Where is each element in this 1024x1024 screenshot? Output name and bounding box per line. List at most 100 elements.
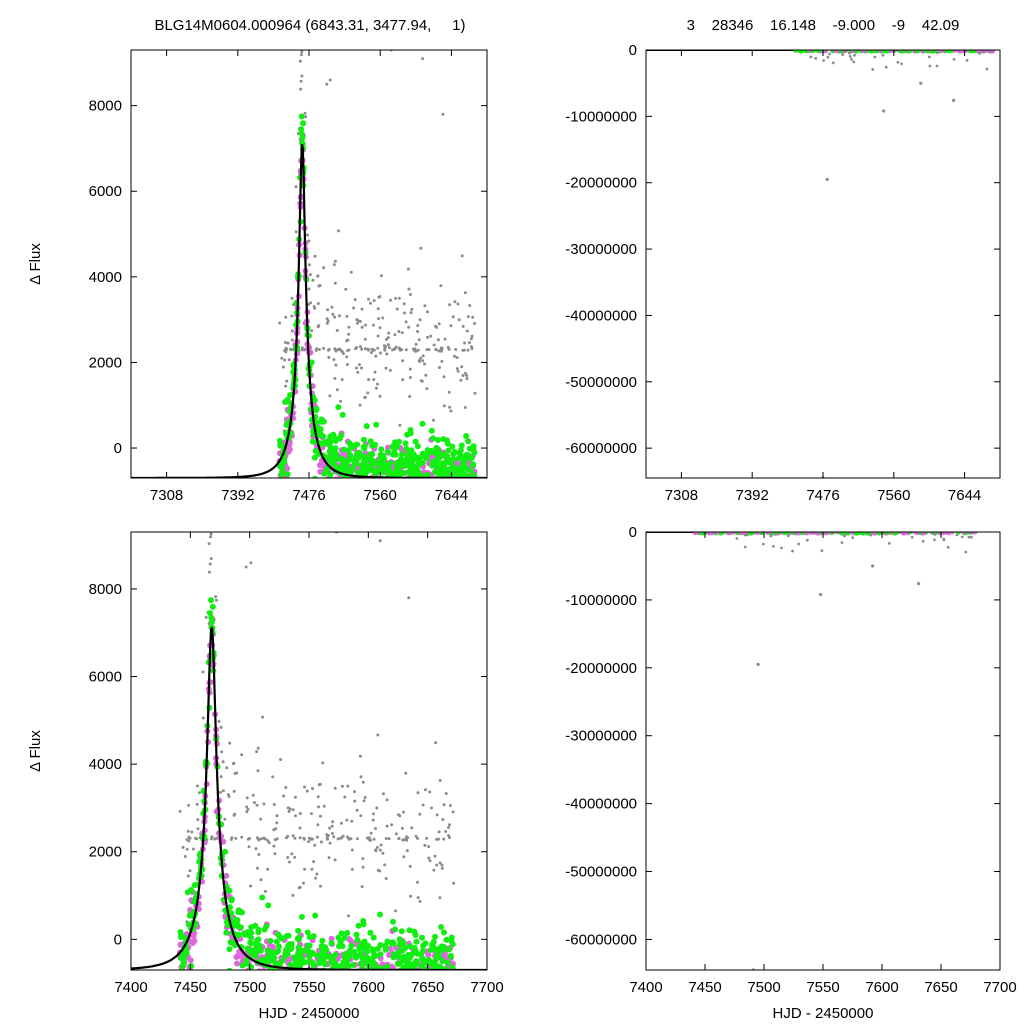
- data-point-gray: [345, 314, 349, 318]
- data-point-gray: [307, 263, 311, 267]
- data-point-gray: [440, 863, 444, 867]
- residual-point-gray: [840, 541, 844, 544]
- data-point-gray: [204, 615, 208, 619]
- data-point-green: [384, 963, 391, 970]
- residual-point-gray: [847, 51, 851, 55]
- data-point-gray: [384, 877, 388, 880]
- residual-point-gray: [960, 535, 964, 539]
- data-point-gray: [332, 358, 336, 362]
- x-tick-label: 7550: [292, 979, 325, 996]
- data-point-gray: [294, 185, 298, 189]
- data-point-gray: [256, 746, 260, 750]
- data-point-green: [332, 445, 339, 452]
- residual-point: [908, 50, 914, 53]
- data-point-green: [298, 113, 305, 120]
- data-point-gray: [347, 325, 351, 329]
- data-point-gray: [374, 386, 378, 390]
- data-point-gray: [401, 359, 405, 363]
- data-point-green: [291, 954, 298, 961]
- residual-point-gray: [967, 535, 971, 539]
- data-point-gray: [293, 836, 297, 840]
- data-point-gray: [247, 845, 251, 849]
- data-point-gray: [345, 355, 349, 359]
- data-point-green: [420, 942, 427, 949]
- data-point-green: [441, 461, 448, 468]
- residual-point-gray: [853, 53, 856, 57]
- data-point-gray: [339, 348, 342, 352]
- data-point-gray: [442, 837, 446, 841]
- data-point-green: [457, 447, 464, 454]
- data-point-gray: [341, 834, 345, 838]
- data-point-gray: [434, 347, 438, 351]
- data-point-gray: [284, 315, 288, 319]
- data-point-green: [363, 948, 370, 955]
- data-point-green: [361, 458, 368, 464]
- data-point-gray: [263, 837, 267, 841]
- data-point-green: [406, 927, 413, 934]
- data-point-gray: [322, 804, 326, 808]
- data-point-gray: [346, 349, 350, 353]
- data-point-green: [317, 426, 324, 433]
- data-point-gray: [401, 378, 405, 382]
- data-point-green: [228, 896, 235, 903]
- data-point-gray: [420, 379, 424, 383]
- data-point-gray: [386, 343, 390, 347]
- data-point-gray: [402, 302, 406, 306]
- residual-point-gray: [830, 532, 834, 535]
- data-point-green: [341, 934, 348, 941]
- data-point-green: [413, 938, 420, 945]
- data-point-green: [328, 940, 335, 947]
- data-point-gray: [456, 369, 460, 373]
- residual-point: [748, 532, 754, 536]
- data-point-gray: [337, 229, 340, 233]
- data-point-gray: [317, 805, 320, 809]
- data-point-green: [295, 958, 302, 965]
- data-point-green: [360, 444, 367, 451]
- data-point-gray: [390, 823, 394, 827]
- data-point-gray: [259, 878, 263, 882]
- data-point-gray: [372, 837, 376, 841]
- data-point-gray: [398, 347, 402, 351]
- residual-point-gray: [927, 55, 931, 59]
- data-point-green: [326, 448, 333, 455]
- data-point-green: [439, 958, 446, 965]
- residual-point-gray: [852, 60, 856, 64]
- data-point-green: [241, 930, 248, 937]
- x-tick-label: 7600: [865, 979, 898, 996]
- data-point-gray: [220, 750, 224, 754]
- data-point-gray: [373, 370, 377, 374]
- data-point-gray: [442, 803, 446, 807]
- data-point-gray: [404, 348, 408, 352]
- data-point-gray: [256, 866, 259, 870]
- residual-point: [853, 532, 859, 536]
- data-point-green: [313, 405, 320, 412]
- data-point-gray: [284, 786, 288, 789]
- residual-point: [848, 532, 854, 535]
- residual-point-gray: [970, 535, 973, 539]
- data-point-gray: [440, 349, 443, 353]
- data-point-gray: [213, 837, 217, 841]
- data-point-gray: [290, 314, 294, 318]
- data-point-green: [407, 953, 414, 960]
- data-point-gray: [356, 370, 360, 374]
- residual-point: [876, 532, 882, 536]
- data-point-green: [341, 446, 348, 453]
- data-point-green: [459, 472, 466, 478]
- data-point-green: [368, 466, 375, 473]
- data-point-gray: [188, 869, 192, 873]
- data-point-gray: [418, 318, 422, 322]
- data-point-green: [414, 457, 421, 463]
- data-point-gray: [307, 302, 310, 306]
- data-point-green: [403, 445, 410, 452]
- data-point-gray: [407, 287, 411, 291]
- data-point-gray: [195, 837, 199, 841]
- data-point-gray: [425, 387, 429, 391]
- data-point-gray: [438, 779, 442, 782]
- data-point-green: [419, 420, 426, 427]
- data-point-gray: [437, 837, 441, 841]
- x-tick-label: 7450: [688, 979, 721, 996]
- data-point-gray: [355, 366, 358, 370]
- data-point-gray: [372, 812, 375, 816]
- data-point-green: [382, 944, 389, 951]
- residual-point: [804, 532, 810, 536]
